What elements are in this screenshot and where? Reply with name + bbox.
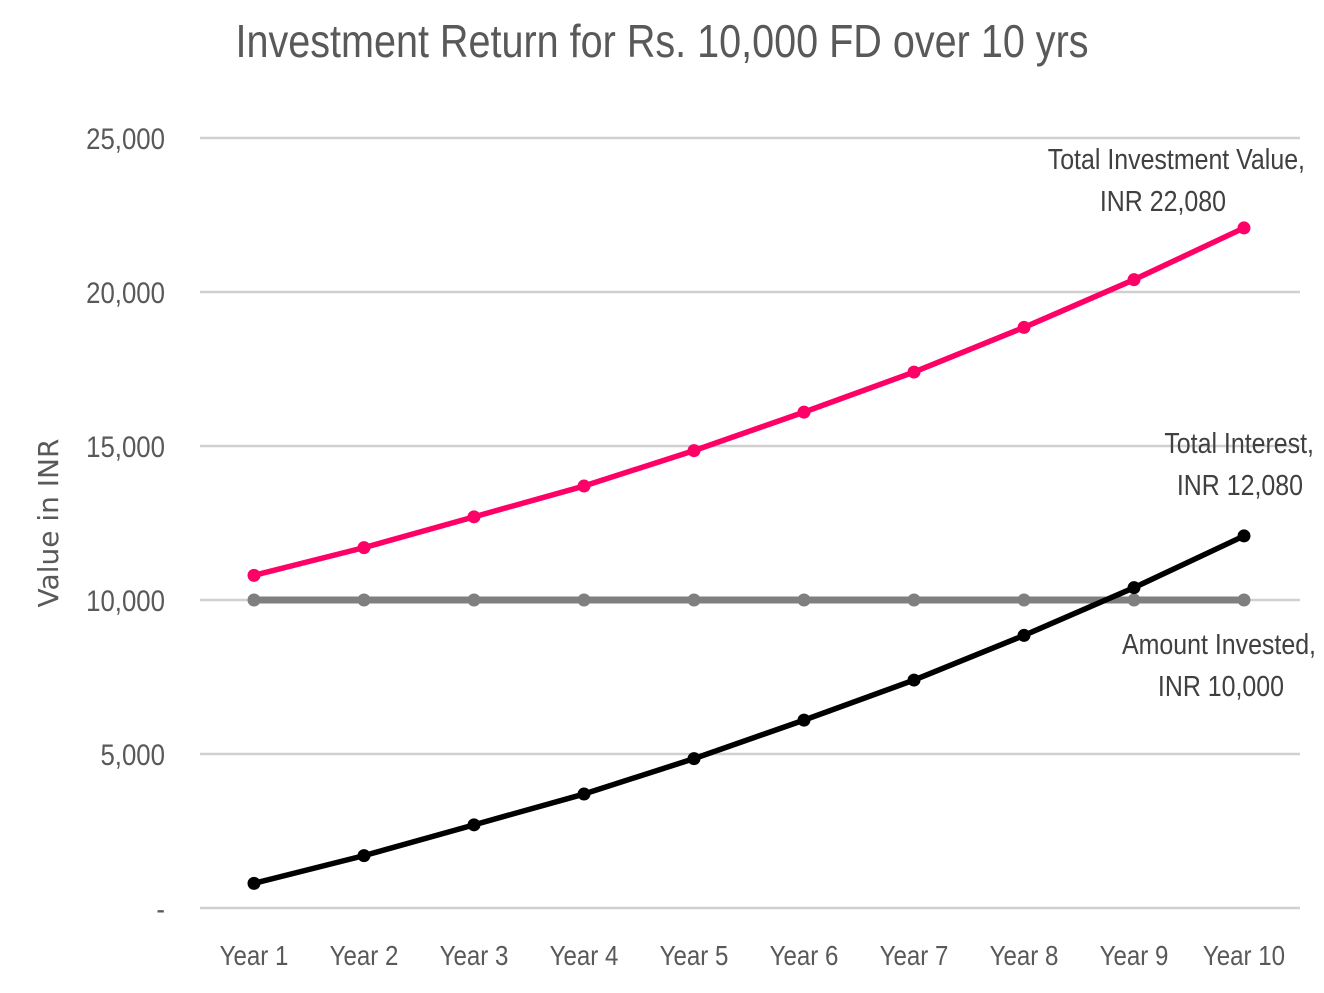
x-tick-label: Year 4 (550, 939, 619, 971)
data-point-total (247, 568, 261, 582)
data-point-total (357, 541, 371, 555)
data-point-invested (797, 593, 811, 607)
data-point-total (467, 510, 481, 524)
data-point-invested (1127, 593, 1141, 607)
data-point-invested (907, 593, 921, 607)
x-tick-label: Year 9 (1100, 939, 1169, 971)
x-tick-label: Year 10 (1203, 939, 1285, 971)
annotation-invested: INR 10,000 (1158, 670, 1284, 702)
data-point-total (1127, 273, 1141, 287)
data-point-invested (577, 593, 591, 607)
series-line-interest (251, 533, 1247, 887)
data-point-total (907, 365, 921, 379)
data-point-invested (1017, 593, 1031, 607)
x-tick-label: Year 7 (880, 939, 949, 971)
data-point-interest (1017, 628, 1031, 642)
data-point-interest (467, 818, 481, 832)
annotation-interest: INR 12,080 (1177, 469, 1303, 501)
data-point-interest (797, 713, 811, 727)
annotation-interest: Total Interest, (1164, 427, 1314, 459)
annotation-invested: Amount Invested, (1122, 628, 1316, 660)
x-tick-label: Year 5 (660, 939, 729, 971)
data-point-total (797, 405, 811, 419)
series-line-total (251, 225, 1247, 579)
data-point-interest (247, 876, 261, 890)
data-point-invested (467, 593, 481, 607)
y-axis-label: Value in INR (32, 439, 65, 608)
y-tick-label: - (156, 892, 165, 925)
data-point-total (577, 479, 591, 493)
data-point-interest (357, 849, 371, 863)
chart-title: Investment Return for Rs. 10,000 FD over… (235, 15, 1089, 67)
annotation-total: Total Investment Value, (1048, 143, 1305, 175)
y-tick-label: 5,000 (100, 738, 165, 771)
y-tick-label: 10,000 (86, 584, 165, 617)
x-tick-label: Year 2 (330, 939, 399, 971)
data-point-invested (357, 593, 371, 607)
x-tick-label: Year 1 (220, 939, 289, 971)
annotation-total: INR 22,080 (1100, 185, 1226, 217)
data-point-interest (1127, 581, 1141, 595)
data-point-interest (577, 787, 591, 801)
data-point-interest (907, 673, 921, 687)
data-point-total (1237, 221, 1251, 235)
data-point-interest (1237, 529, 1251, 543)
data-point-invested (687, 593, 701, 607)
data-point-total (1017, 320, 1031, 334)
y-tick-label: 15,000 (86, 430, 165, 463)
x-tick-label: Year 6 (770, 939, 839, 971)
x-tick-label: Year 3 (440, 939, 509, 971)
data-point-total (687, 444, 701, 458)
y-tick-label: 25,000 (86, 122, 165, 155)
data-point-interest (687, 752, 701, 766)
data-point-invested (1237, 593, 1251, 607)
y-tick-label: 20,000 (86, 276, 165, 309)
data-point-invested (247, 593, 261, 607)
x-tick-label: Year 8 (990, 939, 1059, 971)
